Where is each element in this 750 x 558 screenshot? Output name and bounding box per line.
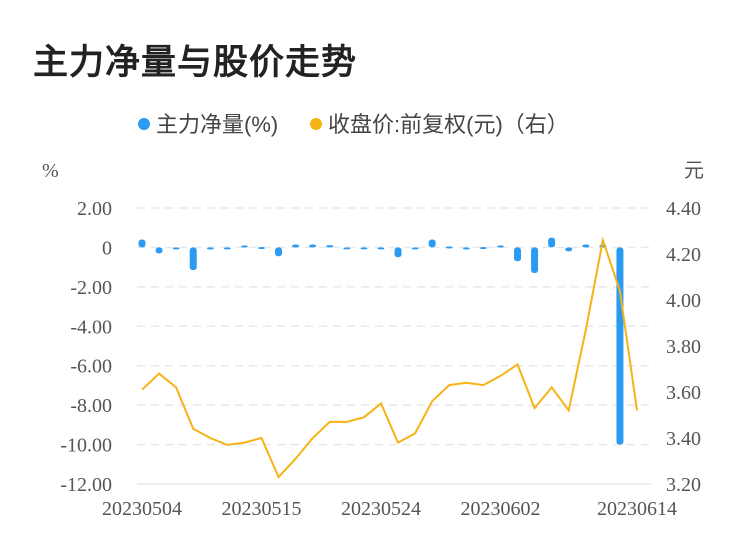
bar <box>343 247 351 250</box>
bar <box>496 245 504 248</box>
bar <box>189 247 197 271</box>
x-tick-label: 20230515 <box>221 498 301 520</box>
bar <box>223 247 231 250</box>
bar <box>257 247 265 250</box>
bar <box>582 244 590 248</box>
legend-label-bar: 主力净量(%) <box>156 112 278 137</box>
legend-label-line: 收盘价:前复权(元)（右） <box>328 112 569 137</box>
legend: 主力净量(%) 收盘价:前复权(元)（右） <box>138 112 569 137</box>
x-tick-label: 20230504 <box>102 498 182 520</box>
left-tick-label: -4.00 <box>70 316 112 338</box>
right-tick-label: 4.40 <box>666 198 701 220</box>
right-axis-unit: 元 <box>684 160 704 182</box>
bar <box>292 244 300 248</box>
bar <box>240 245 248 248</box>
bar <box>360 247 368 250</box>
left-tick-label: -8.00 <box>70 395 112 417</box>
right-tick-label: 3.80 <box>666 336 701 358</box>
bar <box>445 246 453 249</box>
left-tick-label: -6.00 <box>70 356 112 378</box>
right-tick-label: 4.20 <box>666 244 701 266</box>
bar <box>548 237 556 248</box>
x-tick-label: 20230524 <box>341 498 421 520</box>
bar <box>377 247 385 250</box>
bar <box>206 247 214 250</box>
right-tick-label: 3.20 <box>666 474 701 496</box>
bar <box>565 247 573 252</box>
right-tick-label: 3.40 <box>666 428 701 450</box>
chart-title: 主力净量与股价走势 <box>33 43 358 82</box>
legend-marker-line <box>310 118 322 130</box>
left-tick-label: -12.00 <box>60 474 112 496</box>
x-tick-label: 20230614 <box>597 498 677 520</box>
bar <box>411 247 419 250</box>
right-tick-label: 3.60 <box>666 382 701 404</box>
legend-marker-bar <box>138 118 150 130</box>
left-axis-unit: % <box>42 160 59 182</box>
x-tick-label: 20230602 <box>460 498 540 520</box>
bar <box>514 247 522 262</box>
bar <box>155 247 163 254</box>
bar <box>479 247 487 250</box>
bar <box>531 247 539 274</box>
left-tick-label: -10.00 <box>60 435 112 457</box>
bar <box>309 244 317 248</box>
price-line <box>141 236 638 479</box>
bar <box>138 239 146 248</box>
bar <box>326 245 334 248</box>
bar <box>172 247 180 250</box>
left-tick-label: -2.00 <box>70 277 112 299</box>
left-tick-label: 0 <box>102 237 112 259</box>
bar <box>394 247 402 258</box>
right-tick-label: 4.00 <box>666 290 701 312</box>
bar <box>462 247 470 250</box>
left-tick-label: 2.00 <box>77 198 112 220</box>
bar <box>616 247 624 445</box>
bar <box>275 247 283 257</box>
bar <box>428 239 436 248</box>
